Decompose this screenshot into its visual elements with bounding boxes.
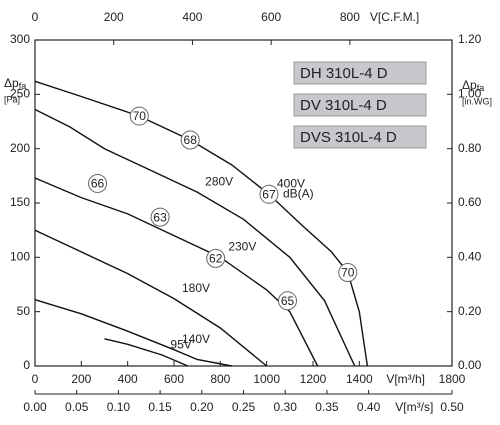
- curve-label: 400V: [277, 176, 305, 190]
- y2-tick-label: 1.00: [458, 87, 482, 101]
- curve-label: 230V: [228, 240, 256, 254]
- x-tick-label: 1800: [439, 372, 466, 386]
- noise-label: 67: [262, 187, 276, 201]
- noise-marker: [129, 106, 149, 126]
- y-tick-label: 150: [10, 195, 30, 209]
- curve-label: 95V: [170, 337, 191, 351]
- y2-unit: [in.WG]: [462, 96, 492, 106]
- noise-label: 68: [184, 133, 198, 147]
- x2-tick-label: 0.50: [440, 400, 464, 414]
- curve-label: 180V: [182, 281, 210, 295]
- x2-tick-label: 0.10: [107, 400, 131, 414]
- noise-marker: [150, 207, 170, 227]
- y-tick-label: 100: [10, 250, 30, 264]
- y2-label-sub: fa: [477, 83, 485, 93]
- noise-marker: [88, 173, 108, 193]
- noise-marker: [206, 248, 226, 268]
- y-label-main: Δp: [4, 76, 19, 90]
- y2-tick-label: 1.20: [458, 32, 482, 46]
- x-tick-label: 600: [164, 372, 184, 386]
- x-axis-label: V[m³/h]: [386, 372, 425, 386]
- noise-label: 62: [209, 252, 223, 266]
- y-tick-label: 200: [10, 141, 30, 155]
- x2-tick-label: 0.25: [232, 400, 256, 414]
- x2-tick-label: 0.30: [274, 400, 298, 414]
- y2-tick-label: 0.80: [458, 141, 482, 155]
- y-label-sub: fa: [19, 81, 27, 91]
- noise-unit: dB(A): [283, 186, 314, 200]
- x3-tick-label: 0: [32, 10, 39, 24]
- x3-tick-label: 800: [340, 10, 360, 24]
- x-tick-label: 800: [210, 372, 230, 386]
- y2-label-main: Δp: [462, 78, 477, 92]
- noise-label: 70: [341, 266, 355, 280]
- noise-label: 63: [153, 210, 167, 224]
- y2-tick-label: 0.60: [458, 195, 482, 209]
- x2-axis-label: V[m³/s]: [395, 400, 433, 414]
- x-tick-label: 1000: [253, 372, 280, 386]
- y-label: Δpfa: [4, 76, 26, 91]
- model-box: [293, 61, 427, 85]
- curve: [34, 108, 356, 367]
- y2-tick-label: 0.40: [458, 250, 482, 264]
- curve: [34, 229, 268, 367]
- x-tick-label: 1200: [300, 372, 327, 386]
- noise-label: 70: [133, 109, 147, 123]
- x2-tick-label: 0.20: [190, 400, 214, 414]
- x2-tick-label: 0.35: [315, 400, 339, 414]
- model-label: DVS 310L-4 D: [300, 129, 397, 146]
- x2-tick-label: 0.15: [148, 400, 172, 414]
- noise-label: 65: [281, 294, 295, 308]
- curve: [34, 80, 369, 367]
- noise-marker: [338, 263, 358, 283]
- model-label: DV 310L-4 D: [300, 97, 387, 114]
- noise-marker: [259, 184, 279, 204]
- y-tick-label: 250: [10, 87, 30, 101]
- y-tick-label: 300: [10, 32, 30, 46]
- x3-tick-label: 400: [182, 10, 202, 24]
- y-tick-label: 50: [17, 304, 31, 318]
- curve: [34, 299, 233, 367]
- x2-tick-label: 0.00: [23, 400, 47, 414]
- model-box: [293, 125, 427, 149]
- x-tick-label: 200: [71, 372, 91, 386]
- curve-label: 140V: [182, 332, 210, 346]
- y2-label: Δpfa: [462, 78, 484, 93]
- model-label: DH 310L-4 D: [300, 65, 388, 82]
- noise-marker: [180, 130, 200, 150]
- x-tick-label: 400: [118, 372, 138, 386]
- noise-marker: [278, 291, 298, 311]
- model-box: [293, 93, 427, 117]
- noise-label: 66: [91, 177, 105, 191]
- y2-tick-label: 0.00: [458, 358, 482, 372]
- y-unit: [Pa]: [4, 94, 20, 104]
- x-tick-label: 1400: [346, 372, 373, 386]
- curve: [104, 338, 189, 367]
- x3-tick-label: 200: [104, 10, 124, 24]
- curve-label: 280V: [205, 174, 233, 188]
- x3-tick-label: 600: [261, 10, 281, 24]
- y2-tick-label: 0.20: [458, 304, 482, 318]
- x2-tick-label: 0.40: [357, 400, 381, 414]
- x2-tick-label: 0.05: [65, 400, 89, 414]
- x-tick-label: 0: [32, 372, 39, 386]
- y-tick-label: 0: [23, 358, 30, 372]
- x3-axis-label: V[C.F.M.]: [370, 10, 419, 24]
